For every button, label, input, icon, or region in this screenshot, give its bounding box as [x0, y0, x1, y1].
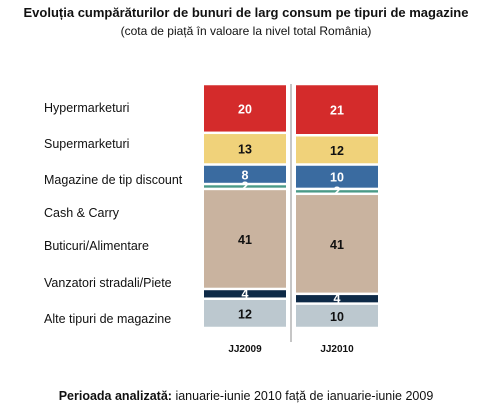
category-labels-group: Hypermarketuri Supermarketuri Magazine de … — [44, 101, 183, 326]
legend-label-cash-carry: Cash & Carry — [44, 206, 120, 220]
legend-label-hypermarketuri: Hypermarketuri — [44, 101, 129, 115]
analysis-period: Perioada analizată: ianuarie-iunie 2010 … — [0, 389, 492, 403]
bar-segment-buticuri-alimentare-jj2010 — [296, 195, 378, 293]
legend-label-vanzatori-stradali-piete: Vanzatori stradali/Piete — [44, 276, 172, 290]
x-label-jj2009: JJ2009 — [228, 344, 262, 355]
data-label-hypermarketuri-jj2009: 20 — [238, 102, 252, 116]
analysis-period-label: Perioada analizată: — [58, 389, 172, 403]
bar-segment-hypermarketuri-jj2009 — [204, 85, 286, 132]
x-axis-labels-group: JJ2009 JJ2010 — [228, 344, 354, 355]
data-label-alte-tipuri-de-magazine-jj2010: 10 — [330, 310, 344, 324]
chart-title: Evoluția cumpărăturilor de bunuri de lar… — [23, 5, 469, 20]
data-label-buticuri-alimentare-jj2009: 41 — [238, 233, 252, 247]
data-label-cash-carry-jj2010: 2 — [334, 184, 341, 198]
analysis-period-text: ianuarie-iunie 2010 față de ianuarie-iun… — [175, 389, 434, 403]
bar-segment-magazine-de-tip-discount-jj2010 — [296, 165, 378, 188]
data-label-magazine-de-tip-discount-jj2010: 10 — [330, 171, 344, 185]
legend-label-buticuri-alimentare: Buticuri/Alimentare — [44, 239, 149, 253]
bar-segment-vanzatori-stradali-piete-jj2009 — [204, 290, 286, 298]
data-label-cash-carry-jj2009: 2 — [242, 179, 249, 193]
data-label-supermarketuri-jj2009: 13 — [238, 143, 252, 157]
bar-segment-buticuri-alimentare-jj2009 — [204, 190, 286, 288]
legend-label-supermarketuri: Supermarketuri — [44, 137, 129, 151]
data-label-vanzatori-stradali-piete-jj2010: 4 — [334, 292, 341, 306]
bar-segment-cash-carry-jj2010 — [296, 190, 378, 193]
data-label-magazine-de-tip-discount-jj2009: 8 — [242, 168, 249, 182]
data-label-buticuri-alimentare-jj2010: 41 — [330, 238, 344, 252]
legend-label-magazine-de-tip-discount: Magazine de tip discount — [44, 173, 183, 187]
bar-segment-supermarketuri-jj2009 — [204, 134, 286, 164]
x-label-jj2010: JJ2010 — [320, 344, 354, 355]
data-label-supermarketuri-jj2010: 12 — [330, 144, 344, 158]
bar-segment-cash-carry-jj2009 — [204, 185, 286, 188]
bar-segment-supermarketuri-jj2010 — [296, 136, 378, 164]
bar-segment-alte-tipuri-de-magazine-jj2009 — [204, 299, 286, 327]
data-label-alte-tipuri-de-magazine-jj2009: 12 — [238, 307, 252, 321]
bar-segment-magazine-de-tip-discount-jj2009 — [204, 165, 286, 183]
data-label-vanzatori-stradali-piete-jj2009: 4 — [242, 287, 249, 301]
data-label-hypermarketuri-jj2010: 21 — [330, 104, 344, 118]
bar-segment-hypermarketuri-jj2010 — [296, 85, 378, 134]
bar-segment-alte-tipuri-de-magazine-jj2010 — [296, 304, 378, 327]
legend-label-alte-tipuri-de-magazine: Alte tipuri de magazine — [44, 312, 171, 326]
bar-segment-vanzatori-stradali-piete-jj2010 — [296, 295, 378, 303]
chart-subtitle: (cota de piață în valoare la nivel total… — [120, 24, 372, 38]
